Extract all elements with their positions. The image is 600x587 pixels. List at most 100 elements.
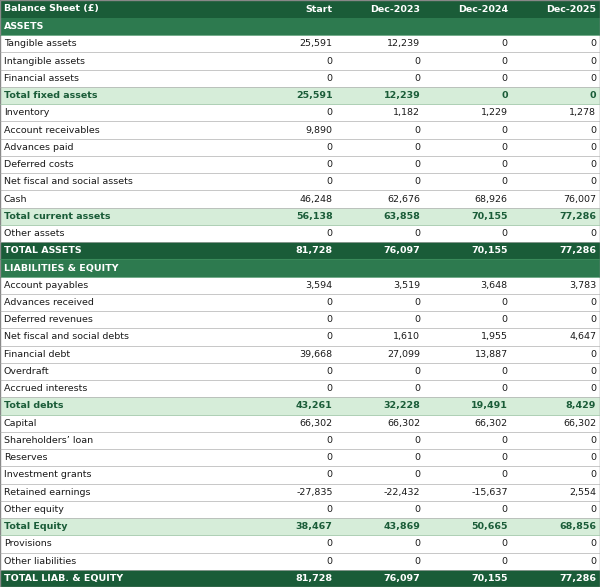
Text: 1,610: 1,610 — [393, 332, 420, 342]
Bar — [0, 190, 600, 208]
Text: 0: 0 — [414, 384, 420, 393]
Text: 70,155: 70,155 — [472, 247, 508, 255]
Text: 3,648: 3,648 — [481, 281, 508, 290]
Bar — [0, 294, 600, 311]
Text: 0: 0 — [502, 315, 508, 324]
Text: 0: 0 — [326, 367, 332, 376]
Text: Reserves: Reserves — [4, 453, 47, 462]
Text: Total Equity: Total Equity — [4, 522, 67, 531]
Text: Advances paid: Advances paid — [4, 143, 74, 152]
Bar — [0, 173, 600, 190]
Bar — [0, 156, 600, 173]
Text: 0: 0 — [414, 160, 420, 169]
Text: 32,228: 32,228 — [383, 402, 420, 410]
Text: 0: 0 — [590, 315, 596, 324]
Text: 76,007: 76,007 — [563, 194, 596, 204]
Text: 0: 0 — [590, 436, 596, 445]
Text: 70,155: 70,155 — [472, 574, 508, 583]
Text: Advances received: Advances received — [4, 298, 94, 307]
Text: 0: 0 — [326, 56, 332, 66]
Text: 0: 0 — [326, 539, 332, 548]
Text: 77,286: 77,286 — [559, 247, 596, 255]
Text: ASSETS: ASSETS — [4, 22, 44, 31]
Text: Overdraft: Overdraft — [4, 367, 50, 376]
Text: 39,668: 39,668 — [299, 350, 332, 359]
Bar — [0, 35, 600, 52]
Text: 0: 0 — [502, 436, 508, 445]
Bar — [0, 501, 600, 518]
Text: 81,728: 81,728 — [295, 247, 332, 255]
Text: Tangible assets: Tangible assets — [4, 39, 77, 48]
Text: 0: 0 — [326, 160, 332, 169]
Text: 0: 0 — [326, 74, 332, 83]
Text: 0: 0 — [590, 177, 596, 186]
Text: 0: 0 — [414, 126, 420, 134]
Text: 0: 0 — [414, 143, 420, 152]
Text: 0: 0 — [414, 367, 420, 376]
Text: 0: 0 — [326, 453, 332, 462]
Bar — [0, 311, 600, 328]
Text: 0: 0 — [590, 160, 596, 169]
Bar — [0, 570, 600, 587]
Text: Total fixed assets: Total fixed assets — [4, 91, 97, 100]
Text: 0: 0 — [502, 126, 508, 134]
Text: 8,429: 8,429 — [566, 402, 596, 410]
Text: 0: 0 — [590, 539, 596, 548]
Text: 0: 0 — [326, 505, 332, 514]
Text: 0: 0 — [414, 315, 420, 324]
Text: 66,302: 66,302 — [475, 419, 508, 428]
Text: Net fiscal and social debts: Net fiscal and social debts — [4, 332, 129, 342]
Text: 62,676: 62,676 — [387, 194, 420, 204]
Text: 0: 0 — [326, 143, 332, 152]
Text: 0: 0 — [414, 177, 420, 186]
Text: Balance Sheet (£): Balance Sheet (£) — [4, 5, 99, 14]
Bar — [0, 52, 600, 70]
Text: 0: 0 — [590, 384, 596, 393]
Text: Account receivables: Account receivables — [4, 126, 100, 134]
Text: 0: 0 — [502, 143, 508, 152]
Text: 0: 0 — [414, 436, 420, 445]
Text: -15,637: -15,637 — [472, 488, 508, 497]
Text: 0: 0 — [326, 177, 332, 186]
Text: 1,278: 1,278 — [569, 109, 596, 117]
Text: 0: 0 — [590, 39, 596, 48]
Text: 0: 0 — [502, 470, 508, 480]
Text: 0: 0 — [502, 39, 508, 48]
Text: 70,155: 70,155 — [472, 212, 508, 221]
Text: 66,302: 66,302 — [299, 419, 332, 428]
Bar — [0, 139, 600, 156]
Text: Total debts: Total debts — [4, 402, 64, 410]
Text: 0: 0 — [326, 315, 332, 324]
Text: 0: 0 — [590, 453, 596, 462]
Text: Provisions: Provisions — [4, 539, 52, 548]
Text: 0: 0 — [502, 539, 508, 548]
Bar — [0, 466, 600, 484]
Text: Shareholders’ loan: Shareholders’ loan — [4, 436, 93, 445]
Text: 0: 0 — [414, 453, 420, 462]
Text: 0: 0 — [590, 367, 596, 376]
Text: 0: 0 — [590, 229, 596, 238]
Text: 0: 0 — [502, 160, 508, 169]
Text: Account payables: Account payables — [4, 281, 88, 290]
Text: 46,248: 46,248 — [299, 194, 332, 204]
Bar — [0, 70, 600, 87]
Bar — [0, 414, 600, 432]
Text: Capital: Capital — [4, 419, 37, 428]
Text: 19,491: 19,491 — [471, 402, 508, 410]
Text: Dec-2025: Dec-2025 — [546, 5, 596, 14]
Text: TOTAL LIAB. & EQUITY: TOTAL LIAB. & EQUITY — [4, 574, 123, 583]
Text: 0: 0 — [414, 556, 420, 566]
Text: 76,097: 76,097 — [383, 574, 420, 583]
Bar — [0, 104, 600, 122]
Text: 0: 0 — [414, 74, 420, 83]
Text: 0: 0 — [502, 453, 508, 462]
Text: 1,182: 1,182 — [393, 109, 420, 117]
Text: 0: 0 — [502, 505, 508, 514]
Text: 0: 0 — [502, 556, 508, 566]
Text: Retained earnings: Retained earnings — [4, 488, 91, 497]
Bar — [0, 259, 600, 276]
Text: 0: 0 — [590, 505, 596, 514]
Text: 25,591: 25,591 — [296, 91, 332, 100]
Text: 4,647: 4,647 — [569, 332, 596, 342]
Text: 0: 0 — [502, 74, 508, 83]
